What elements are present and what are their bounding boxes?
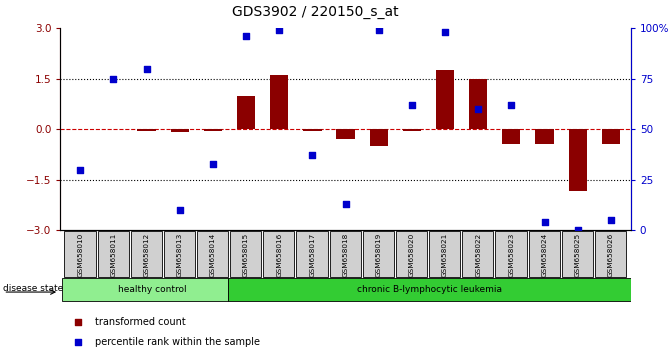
Bar bbox=[336, 129, 355, 139]
FancyBboxPatch shape bbox=[495, 231, 527, 278]
Point bbox=[241, 34, 252, 39]
Text: percentile rank within the sample: percentile rank within the sample bbox=[95, 337, 260, 347]
Point bbox=[141, 66, 152, 72]
Point bbox=[340, 201, 351, 207]
Text: GSM658022: GSM658022 bbox=[475, 233, 481, 277]
Text: GSM658011: GSM658011 bbox=[111, 233, 117, 277]
FancyBboxPatch shape bbox=[562, 231, 593, 278]
Text: GSM658024: GSM658024 bbox=[541, 233, 548, 277]
Text: GSM658012: GSM658012 bbox=[144, 233, 150, 277]
FancyBboxPatch shape bbox=[197, 231, 228, 278]
Bar bbox=[436, 70, 454, 129]
Bar bbox=[204, 129, 222, 131]
Point bbox=[572, 227, 583, 233]
Point bbox=[207, 161, 218, 166]
Text: transformed count: transformed count bbox=[95, 318, 185, 327]
Point bbox=[506, 102, 517, 108]
Bar bbox=[270, 75, 289, 129]
FancyBboxPatch shape bbox=[164, 231, 195, 278]
Bar bbox=[303, 129, 321, 131]
Text: GDS3902 / 220150_s_at: GDS3902 / 220150_s_at bbox=[232, 5, 399, 19]
Text: GSM658013: GSM658013 bbox=[176, 233, 183, 277]
Bar bbox=[602, 129, 620, 144]
FancyBboxPatch shape bbox=[97, 231, 129, 278]
FancyBboxPatch shape bbox=[297, 231, 327, 278]
Text: GSM658018: GSM658018 bbox=[343, 233, 348, 277]
Text: GSM658020: GSM658020 bbox=[409, 233, 415, 277]
Point bbox=[407, 102, 417, 108]
Point bbox=[75, 167, 86, 172]
Point bbox=[539, 219, 550, 225]
FancyBboxPatch shape bbox=[131, 231, 162, 278]
Bar bbox=[237, 96, 255, 129]
Text: GSM658016: GSM658016 bbox=[276, 233, 282, 277]
FancyBboxPatch shape bbox=[429, 231, 460, 278]
Text: GSM658017: GSM658017 bbox=[309, 233, 315, 277]
Point bbox=[473, 106, 484, 112]
Text: GSM658021: GSM658021 bbox=[442, 233, 448, 277]
Point bbox=[108, 76, 119, 82]
FancyBboxPatch shape bbox=[64, 231, 95, 278]
Bar bbox=[403, 129, 421, 131]
Text: GSM658014: GSM658014 bbox=[210, 233, 216, 277]
Point bbox=[174, 207, 185, 213]
Text: GSM658025: GSM658025 bbox=[574, 233, 580, 277]
Bar bbox=[170, 129, 189, 132]
Text: healthy control: healthy control bbox=[118, 285, 187, 295]
Bar bbox=[138, 129, 156, 131]
Text: chronic B-lymphocytic leukemia: chronic B-lymphocytic leukemia bbox=[357, 285, 502, 295]
FancyBboxPatch shape bbox=[595, 231, 626, 278]
Text: GSM658023: GSM658023 bbox=[509, 233, 515, 277]
FancyBboxPatch shape bbox=[228, 279, 631, 301]
Text: GSM658015: GSM658015 bbox=[243, 233, 249, 277]
Bar bbox=[568, 129, 587, 192]
FancyBboxPatch shape bbox=[462, 231, 493, 278]
Point bbox=[307, 153, 318, 158]
FancyBboxPatch shape bbox=[329, 231, 361, 278]
Point bbox=[440, 29, 450, 35]
Bar bbox=[503, 129, 521, 144]
Bar bbox=[370, 129, 388, 146]
Point bbox=[274, 28, 285, 33]
FancyBboxPatch shape bbox=[363, 231, 394, 278]
Text: GSM658026: GSM658026 bbox=[608, 233, 614, 277]
Bar bbox=[469, 79, 487, 129]
FancyBboxPatch shape bbox=[62, 279, 227, 301]
Point bbox=[605, 217, 616, 223]
Point bbox=[72, 339, 83, 345]
Text: GSM658010: GSM658010 bbox=[77, 233, 83, 277]
FancyBboxPatch shape bbox=[263, 231, 295, 278]
FancyBboxPatch shape bbox=[396, 231, 427, 278]
FancyBboxPatch shape bbox=[230, 231, 261, 278]
FancyBboxPatch shape bbox=[529, 231, 560, 278]
Point bbox=[373, 28, 384, 33]
Bar bbox=[535, 129, 554, 144]
Text: GSM658019: GSM658019 bbox=[376, 233, 382, 277]
Point bbox=[72, 320, 83, 325]
Text: disease state: disease state bbox=[3, 284, 64, 293]
